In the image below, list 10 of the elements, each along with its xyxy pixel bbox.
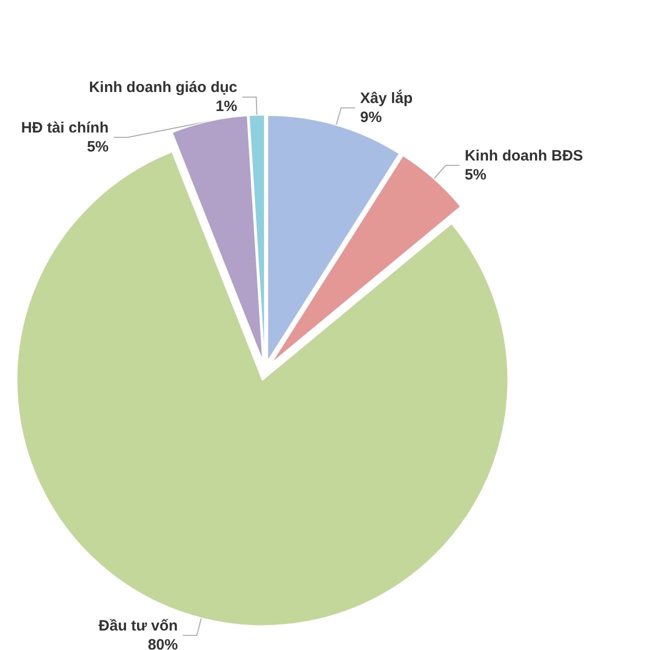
slice-label: HĐ tài chính (21, 119, 109, 136)
data-label: 1% (216, 98, 238, 116)
slice-label: Kinh doanh giáo dục (88, 79, 238, 96)
data-label: 9% (360, 108, 382, 126)
data-label: 5% (464, 166, 486, 184)
slice-label: Kinh doanh BĐS (464, 147, 584, 164)
slice-label: Đầu tư vốn (98, 617, 178, 634)
data-label: 5% (86, 138, 109, 156)
data-label: 80% (148, 636, 178, 650)
slice-label: Xây lắp (360, 88, 413, 107)
